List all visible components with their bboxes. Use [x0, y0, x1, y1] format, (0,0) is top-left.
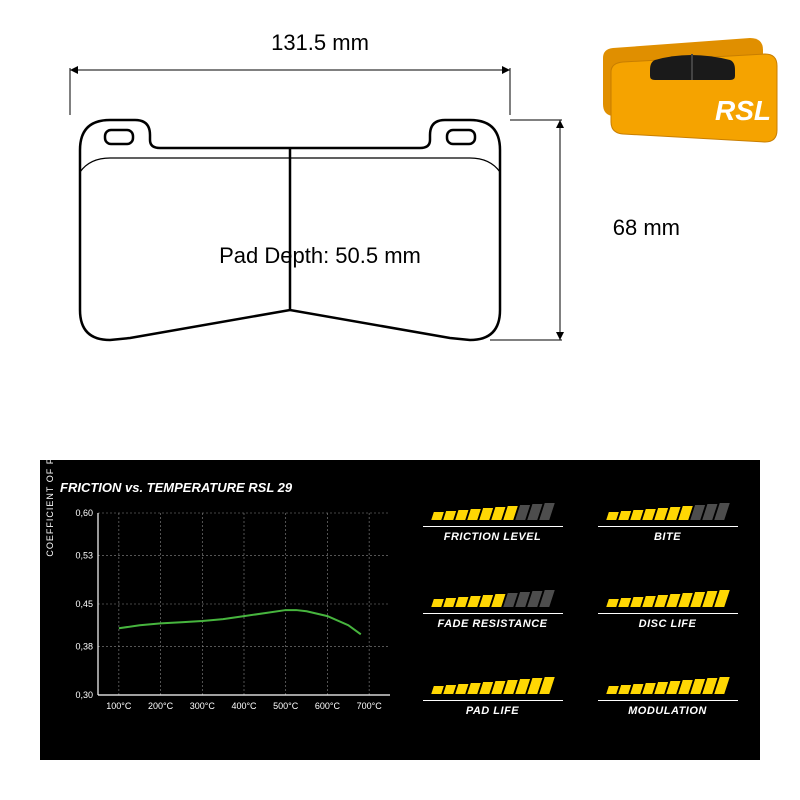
- height-dimension-label: 68 mm: [613, 215, 680, 241]
- rating-bar-segment: [618, 511, 631, 520]
- product-thumbnail: RSL: [595, 20, 780, 155]
- rating-label: FRICTION LEVEL: [423, 526, 563, 543]
- rating-bar-segment: [443, 685, 456, 694]
- dimension-diagram: 131.5 mm 68 mm Pad Depth: 50.5: [50, 40, 590, 390]
- rating-bar-segment: [455, 597, 468, 607]
- svg-text:0,30: 0,30: [75, 690, 93, 700]
- rating-bar-segment: [431, 686, 444, 694]
- rating-bar-segment: [443, 511, 456, 520]
- rating-bar-segment: [467, 509, 481, 520]
- dimension-diagram-section: 131.5 mm 68 mm Pad Depth: 50.5: [0, 0, 800, 430]
- friction-chart: FRICTION vs. TEMPERATURE RSL 29 COEFFICI…: [60, 480, 400, 740]
- rating-bar-segment: [606, 512, 619, 520]
- rating-bars: [606, 503, 730, 520]
- chart-title: FRICTION vs. TEMPERATURE RSL 29: [60, 480, 400, 495]
- rating-bars: [431, 677, 555, 694]
- brand-logo: RSL: [715, 95, 771, 126]
- rating-disc-life: DISC LIFE: [595, 577, 740, 644]
- rating-bar-segment: [642, 683, 656, 694]
- rating-bar-segment: [654, 682, 668, 694]
- rating-fade-resistance: FADE RESISTANCE: [420, 577, 565, 644]
- rating-bar-segment: [606, 686, 619, 694]
- depth-dimension-label: Pad Depth: 50.5 mm: [219, 243, 421, 269]
- rating-bar-segment: [606, 599, 619, 607]
- rating-bar-segment: [642, 509, 656, 520]
- rating-bar-segment: [630, 510, 643, 520]
- rating-friction-level: FRICTION LEVEL: [420, 490, 565, 557]
- rating-bar-segment: [431, 512, 444, 520]
- rating-bite: BITE: [595, 490, 740, 557]
- rating-bars: [431, 590, 555, 607]
- rating-pad-life: PAD LIFE: [420, 663, 565, 730]
- svg-text:200°C: 200°C: [148, 701, 174, 711]
- svg-text:0,45: 0,45: [75, 599, 93, 609]
- rating-bar-segment: [479, 682, 493, 694]
- rating-bar-segment: [642, 596, 656, 607]
- rating-bar-segment: [455, 684, 468, 694]
- brake-pad-icon: RSL: [595, 20, 780, 155]
- svg-text:0,60: 0,60: [75, 508, 93, 518]
- pad-outline-svg: [50, 40, 590, 390]
- svg-text:600°C: 600°C: [315, 701, 341, 711]
- rating-bar-segment: [630, 597, 643, 607]
- rating-bar-segment: [431, 599, 444, 607]
- rating-modulation: MODULATION: [595, 663, 740, 730]
- rating-label: DISC LIFE: [598, 613, 738, 630]
- rating-label: BITE: [598, 526, 738, 543]
- rating-bar-segment: [618, 685, 631, 694]
- svg-text:0,53: 0,53: [75, 550, 93, 560]
- svg-text:700°C: 700°C: [357, 701, 383, 711]
- rating-bar-segment: [467, 596, 481, 607]
- svg-text:300°C: 300°C: [190, 701, 216, 711]
- rating-label: PAD LIFE: [423, 700, 563, 717]
- chart-ylabel: COEFFICIENT OF FRICTION: [45, 414, 55, 557]
- rating-bars: [606, 677, 730, 694]
- svg-text:400°C: 400°C: [231, 701, 257, 711]
- rating-bar-segment: [467, 683, 481, 694]
- performance-panel: FRICTION vs. TEMPERATURE RSL 29 COEFFICI…: [40, 460, 760, 760]
- rating-bar-segment: [455, 510, 468, 520]
- svg-text:500°C: 500°C: [273, 701, 299, 711]
- rating-bars: [606, 590, 730, 607]
- ratings-grid: FRICTION LEVEL BITE FADE RESISTANCE DISC LI…: [420, 480, 740, 740]
- rating-bar-segment: [443, 598, 456, 607]
- rating-label: FADE RESISTANCE: [423, 613, 563, 630]
- svg-text:100°C: 100°C: [106, 701, 132, 711]
- rating-bar-segment: [618, 598, 631, 607]
- chart-svg: 0,30 0,38 0,45 0,53 0,60 100°C 200°C 300°C 400°C…: [60, 503, 400, 723]
- rating-label: MODULATION: [598, 700, 738, 717]
- rating-bars: [431, 503, 555, 520]
- rating-bar-segment: [630, 684, 643, 694]
- svg-text:0,38: 0,38: [75, 641, 93, 651]
- width-dimension-label: 131.5 mm: [271, 30, 369, 56]
